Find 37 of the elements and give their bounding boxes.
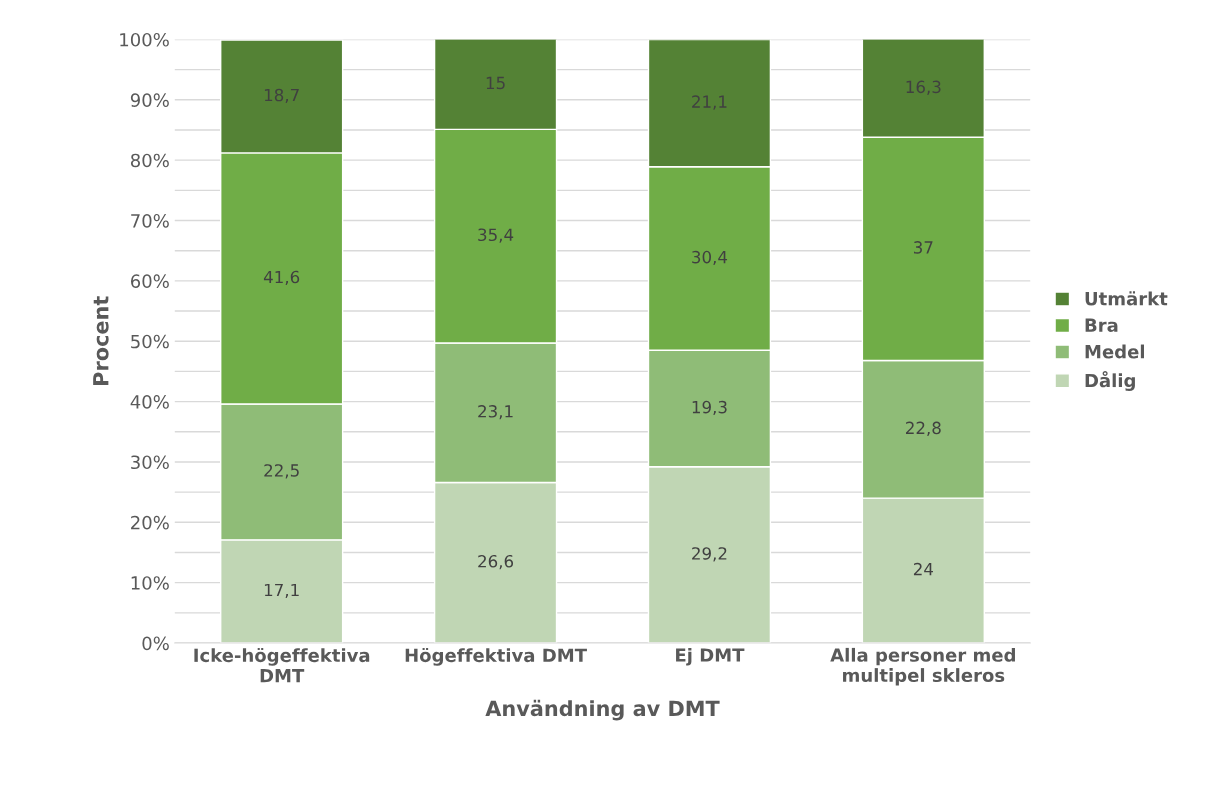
data-label: 19,3 xyxy=(692,400,727,416)
data-label: 26,6 xyxy=(478,554,514,570)
data-label: 18,7 xyxy=(264,88,299,104)
y-tick-label: 40% xyxy=(130,395,169,409)
data-label: 23,1 xyxy=(478,405,513,420)
x-tick-label: Högeffektiva DMT xyxy=(405,647,587,666)
x-tick-label: Alla personer med multipel skleros xyxy=(830,647,1015,686)
x-tick-label: Icke-högeffektiva DMT xyxy=(194,647,370,683)
data-label: 17,1 xyxy=(264,583,299,598)
y-axis-title: Procent xyxy=(93,296,109,385)
data-label: 22,5 xyxy=(264,464,299,479)
y-tick-label: 90% xyxy=(130,93,169,107)
x-axis-title: Användning av DMT xyxy=(485,699,720,721)
data-label: 41,6 xyxy=(263,270,300,286)
data-label: 24 xyxy=(913,562,933,576)
data-label: 35,4 xyxy=(478,228,514,243)
y-tick-label: 70% xyxy=(131,213,169,228)
legend-label: Dålig xyxy=(1085,371,1135,391)
legend-label: Bra xyxy=(1085,318,1118,332)
y-tick-label: 30% xyxy=(131,455,169,470)
y-tick-label: 20% xyxy=(131,515,169,530)
data-label: 37 xyxy=(914,241,933,254)
y-tick-label: 10% xyxy=(131,576,169,590)
y-tick-label: 0% xyxy=(142,636,169,651)
data-label: 21,1 xyxy=(692,95,727,110)
data-label: 22,8 xyxy=(906,421,941,436)
y-tick-label: 50% xyxy=(131,334,169,349)
x-tick-label: Ej DMT xyxy=(676,647,745,666)
data-label: 30,4 xyxy=(692,250,728,266)
legend-label: Medel xyxy=(1085,344,1145,359)
legend-label: Utmärkt xyxy=(1085,291,1168,306)
y-tick-label: 80% xyxy=(130,153,169,168)
data-label: 15 xyxy=(486,76,505,90)
y-tick-label: 100% xyxy=(120,32,169,47)
data-label: 29,2 xyxy=(692,547,727,562)
y-tick-label: 60% xyxy=(130,274,169,288)
data-label: 16,3 xyxy=(906,80,941,95)
